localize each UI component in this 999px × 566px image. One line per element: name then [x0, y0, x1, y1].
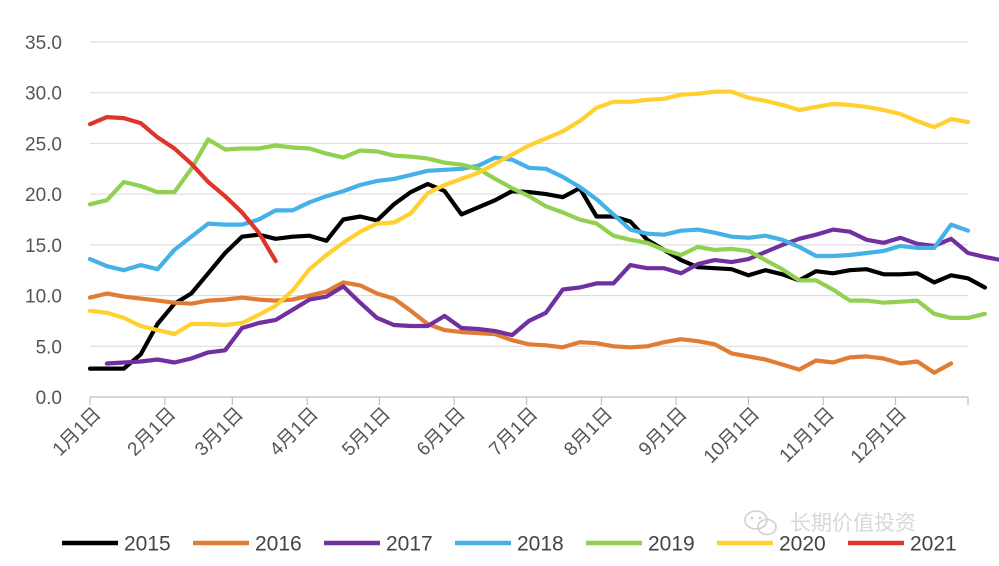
x-tick-label: 1月1日: [49, 404, 106, 461]
legend-label-2015: 2015: [124, 533, 171, 556]
legend-label-2018: 2018: [517, 533, 564, 556]
watermark: 长期价值投资: [744, 510, 916, 536]
x-tick-label: 5月1日: [338, 404, 395, 461]
x-tick-label: 7月1日: [486, 404, 543, 461]
legend-label-2020: 2020: [779, 533, 826, 556]
series-2018-line: [87, 155, 971, 273]
y-tick-label: 15.0: [25, 236, 62, 257]
series-2015-line: [87, 181, 988, 371]
y-tick-label: 5.0: [36, 337, 62, 358]
legend-label-2021: 2021: [910, 533, 957, 556]
y-axis-labels: 0.0 5.0 10.0 15.0 20.0 25.0 30.0 35.0: [25, 33, 62, 409]
x-tick-label: 9月1日: [635, 404, 692, 461]
y-tick-label: 35.0: [25, 33, 62, 54]
series-2020-line: [87, 89, 971, 337]
x-tick-label: 12月1日: [847, 404, 911, 468]
legend-label-2017: 2017: [386, 533, 433, 556]
wechat-icon: [744, 510, 777, 536]
y-tick-label: 10.0: [25, 287, 62, 308]
x-tick-label: 4月1日: [266, 404, 323, 461]
series-2019-line: [87, 137, 988, 320]
legend-label-2016: 2016: [255, 533, 302, 556]
x-tick-label: 3月1日: [191, 404, 248, 461]
x-axis-labels: 1月1日 2月1日 3月1日 4月1日 5月1日 6月1日 7月1日 8月1日 9月1日 10月1…: [49, 404, 911, 468]
x-tick-label: 11月1日: [776, 404, 839, 467]
x-tick-label: 2月1日: [124, 404, 181, 461]
series-2021-line: [87, 114, 278, 264]
legend-label-2019: 2019: [648, 533, 695, 556]
series-2016-line: [87, 280, 954, 375]
x-tick-label: 6月1日: [413, 404, 470, 461]
y-tick-label: 25.0: [25, 134, 62, 155]
x-tick-label: 10月1日: [700, 404, 764, 468]
series-2017-line: [104, 227, 999, 366]
x-tick-label: 8月1日: [560, 404, 617, 461]
legend: 2015 2016 2017 2018 2019 2020 2021: [62, 533, 957, 556]
series-lines: [87, 89, 999, 375]
y-tick-label: 30.0: [25, 84, 62, 105]
watermark-text: 长期价值投资: [790, 511, 916, 535]
x-axis: [89, 396, 969, 405]
y-tick-label: 20.0: [25, 185, 62, 206]
y-tick-label: 0.0: [36, 388, 62, 409]
